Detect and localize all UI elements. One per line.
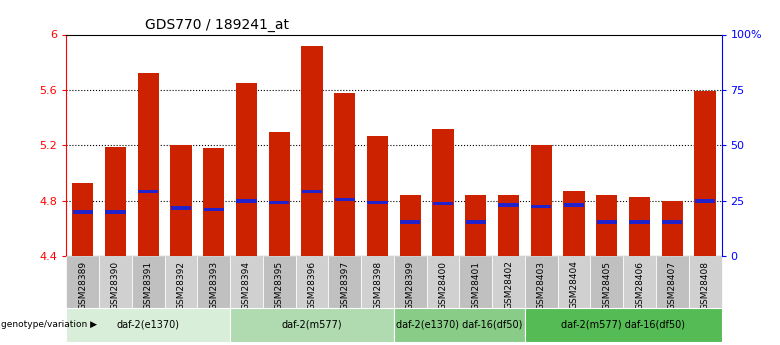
Text: GSM28402: GSM28402: [504, 260, 513, 309]
Bar: [564, 204, 584, 207]
Bar: [302, 189, 322, 193]
Bar: [394, 308, 525, 342]
Bar: [394, 256, 427, 308]
Text: GSM28392: GSM28392: [176, 260, 186, 309]
Bar: [105, 210, 126, 214]
Bar: [596, 195, 618, 256]
Bar: [590, 256, 623, 308]
Bar: [530, 146, 552, 256]
Text: GSM28390: GSM28390: [111, 260, 120, 310]
Bar: [662, 220, 682, 224]
Bar: [171, 206, 191, 210]
Bar: [203, 148, 225, 256]
Bar: [694, 91, 716, 256]
Text: GSM28397: GSM28397: [340, 260, 349, 310]
Text: genotype/variation ▶: genotype/variation ▶: [1, 321, 97, 329]
Bar: [597, 220, 617, 224]
Text: GSM28396: GSM28396: [307, 260, 317, 310]
Bar: [296, 256, 328, 308]
Bar: [689, 256, 722, 308]
Bar: [99, 256, 132, 308]
Bar: [236, 199, 257, 203]
Text: GSM28389: GSM28389: [78, 260, 87, 310]
Bar: [236, 83, 257, 256]
Bar: [66, 256, 99, 308]
Bar: [695, 199, 715, 203]
Bar: [525, 256, 558, 308]
Bar: [399, 195, 421, 256]
Bar: [432, 129, 454, 256]
Bar: [498, 195, 519, 256]
Text: GDS770 / 189241_at: GDS770 / 189241_at: [145, 18, 289, 32]
Text: daf-2(e1370) daf-16(df50): daf-2(e1370) daf-16(df50): [396, 320, 523, 330]
Bar: [525, 308, 722, 342]
Bar: [492, 256, 525, 308]
Text: GSM28404: GSM28404: [569, 260, 579, 309]
Bar: [623, 256, 656, 308]
Bar: [459, 256, 492, 308]
Text: GSM28406: GSM28406: [635, 260, 644, 309]
Text: GSM28405: GSM28405: [602, 260, 612, 309]
Text: GSM28407: GSM28407: [668, 260, 677, 309]
Text: daf-2(m577): daf-2(m577): [282, 320, 342, 330]
Bar: [301, 46, 323, 256]
Bar: [137, 73, 159, 256]
Bar: [400, 220, 420, 224]
Text: daf-2(e1370): daf-2(e1370): [117, 320, 179, 330]
Text: GSM28399: GSM28399: [406, 260, 415, 310]
Bar: [361, 256, 394, 308]
Bar: [132, 256, 165, 308]
Text: GSM28408: GSM28408: [700, 260, 710, 309]
Bar: [268, 131, 290, 256]
Bar: [466, 220, 486, 224]
Bar: [563, 191, 585, 256]
Bar: [629, 220, 650, 224]
Bar: [230, 256, 263, 308]
Bar: [165, 256, 197, 308]
Bar: [656, 256, 689, 308]
Bar: [230, 308, 394, 342]
Bar: [269, 201, 289, 204]
Bar: [328, 256, 361, 308]
Bar: [498, 204, 519, 207]
Text: daf-2(m577) daf-16(df50): daf-2(m577) daf-16(df50): [562, 320, 685, 330]
Text: GSM28398: GSM28398: [373, 260, 382, 310]
Bar: [531, 205, 551, 208]
Bar: [66, 308, 230, 342]
Bar: [138, 189, 158, 193]
Bar: [197, 256, 230, 308]
Bar: [465, 195, 487, 256]
Text: GSM28393: GSM28393: [209, 260, 218, 310]
Text: GSM28395: GSM28395: [275, 260, 284, 310]
Bar: [72, 183, 94, 256]
Bar: [367, 201, 388, 204]
Text: GSM28400: GSM28400: [438, 260, 448, 309]
Text: GSM28394: GSM28394: [242, 260, 251, 309]
Bar: [661, 201, 683, 256]
Bar: [558, 256, 590, 308]
Bar: [204, 208, 224, 211]
Bar: [367, 136, 388, 256]
Bar: [629, 197, 651, 256]
Text: GSM28403: GSM28403: [537, 260, 546, 309]
Bar: [335, 198, 355, 201]
Bar: [433, 202, 453, 206]
Text: GSM28391: GSM28391: [144, 260, 153, 310]
Bar: [105, 147, 126, 256]
Text: GSM28401: GSM28401: [471, 260, 480, 309]
Bar: [263, 256, 296, 308]
Bar: [334, 93, 356, 256]
Bar: [170, 146, 192, 256]
Bar: [427, 256, 459, 308]
Bar: [73, 210, 93, 214]
